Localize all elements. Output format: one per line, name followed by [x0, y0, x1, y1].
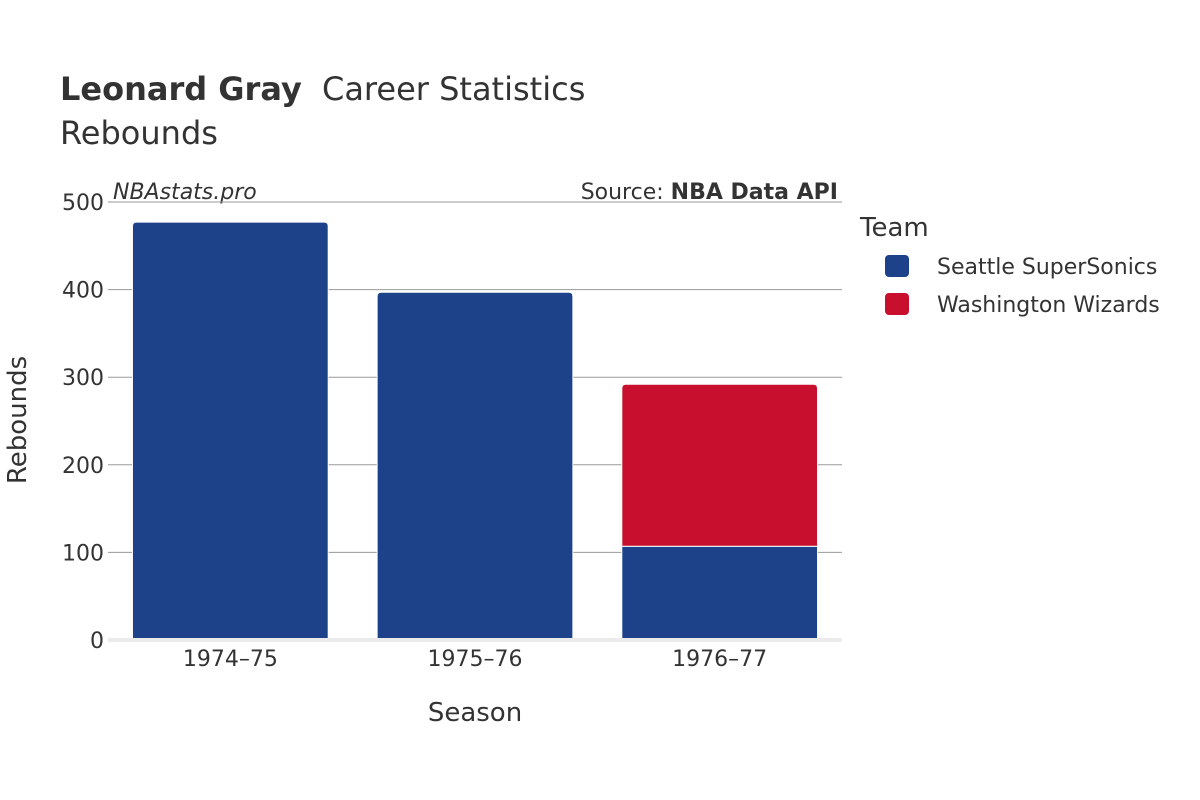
x-tick-labels: 1974–75 1975–76 1976–77: [183, 647, 767, 672]
y-tick-label: 400: [62, 279, 104, 304]
legend-swatch: [885, 255, 909, 277]
y-tick-label: 300: [62, 366, 104, 391]
x-axis-line: [108, 638, 842, 642]
watermark: NBAstats.pro: [113, 180, 257, 205]
legend: Team Seattle SuperSonics Washington Wizar…: [859, 213, 1160, 318]
legend-label: Seattle SuperSonics: [937, 255, 1157, 280]
title-rest: Career Statistics: [322, 70, 585, 108]
source-label: Source:: [581, 180, 671, 205]
x-axis-title: Season: [428, 698, 522, 728]
player-name: Leonard Gray: [60, 70, 302, 108]
bar-washington-wizards: [621, 383, 819, 547]
y-tick-label: 500: [62, 191, 104, 216]
y-tick-label: 200: [62, 454, 104, 479]
y-tick-label: 0: [90, 629, 104, 654]
y-tick-label: 100: [62, 541, 104, 566]
y-axis-title: Rebounds: [3, 356, 33, 484]
y-tick-labels: 0 100 200 300 400 500: [62, 191, 104, 654]
x-tick-label: 1974–75: [183, 647, 278, 672]
bar-seattle-supersonics: [376, 291, 574, 641]
x-tick-label: 1976–77: [672, 647, 767, 672]
legend-title: Team: [859, 213, 929, 243]
source-credit: Source: NBA Data API: [581, 180, 838, 205]
bars: [131, 221, 819, 641]
x-tick-label: 1975–76: [428, 647, 523, 672]
legend-swatch: [885, 293, 909, 315]
chart-subtitle: Rebounds: [60, 114, 218, 152]
legend-items: Seattle SuperSonics Washington Wizards: [885, 255, 1160, 318]
chart-title: Leonard Gray Career Statistics: [60, 70, 585, 108]
source-name: NBA Data API: [671, 180, 838, 205]
bar-seattle-supersonics: [131, 221, 329, 641]
legend-label: Washington Wizards: [937, 293, 1160, 318]
bar-seattle-supersonics: [621, 545, 819, 641]
